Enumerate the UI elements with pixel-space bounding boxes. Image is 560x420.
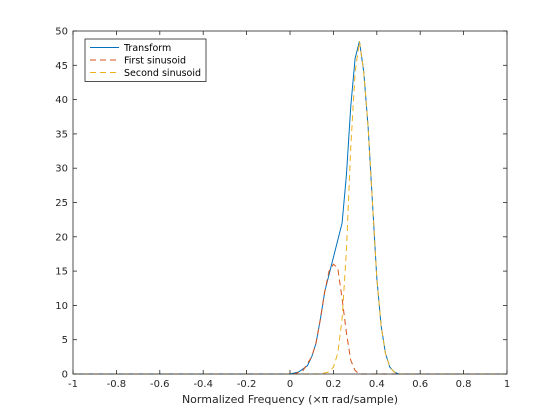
x-tick-label: -0.6 <box>150 379 170 390</box>
series-line-3 <box>73 41 507 375</box>
y-tick-label: 10 <box>55 301 68 312</box>
y-tick-label: 40 <box>55 95 68 106</box>
y-tick-label: 20 <box>55 232 68 243</box>
x-tick-label: -0.2 <box>237 379 257 390</box>
x-tick-label: 0 <box>287 379 293 390</box>
x-tick-label: 0.6 <box>412 379 428 390</box>
series-line-1 <box>73 41 507 375</box>
y-tick-label: 50 <box>55 27 68 38</box>
y-tick-label: 5 <box>62 335 68 346</box>
x-axis-title: Normalized Frequency (×π rad/sample) <box>182 393 398 406</box>
series-layer <box>73 41 507 375</box>
x-tick-label: 0.4 <box>369 379 385 390</box>
y-tick-label: 0 <box>62 370 68 381</box>
plot-area <box>73 31 507 374</box>
y-tick-label: 25 <box>55 198 68 209</box>
legend-label: First sinusoid <box>124 55 186 66</box>
x-tick-label: -0.4 <box>193 379 213 390</box>
legend-label: Transform <box>123 43 171 54</box>
x-tick-label: -0.8 <box>107 379 127 390</box>
legend-label: Second sinusoid <box>124 68 201 79</box>
y-tick-label: 15 <box>55 267 68 278</box>
x-tick-label: 0.2 <box>325 379 341 390</box>
y-axis: 0 5 10 15 20 25 30 35 40 45 50 <box>55 27 507 381</box>
y-tick-label: 35 <box>55 129 68 140</box>
x-tick-label: 1 <box>504 379 510 390</box>
x-tick-label: -1 <box>68 379 78 390</box>
y-tick-label: 45 <box>55 61 68 72</box>
x-tick-label: 0.8 <box>456 379 472 390</box>
y-tick-label: 30 <box>55 164 68 175</box>
x-axis: -1 -0.8 -0.6 -0.4 -0.2 0 0.2 0.4 0.6 0.8 1 <box>68 31 510 390</box>
